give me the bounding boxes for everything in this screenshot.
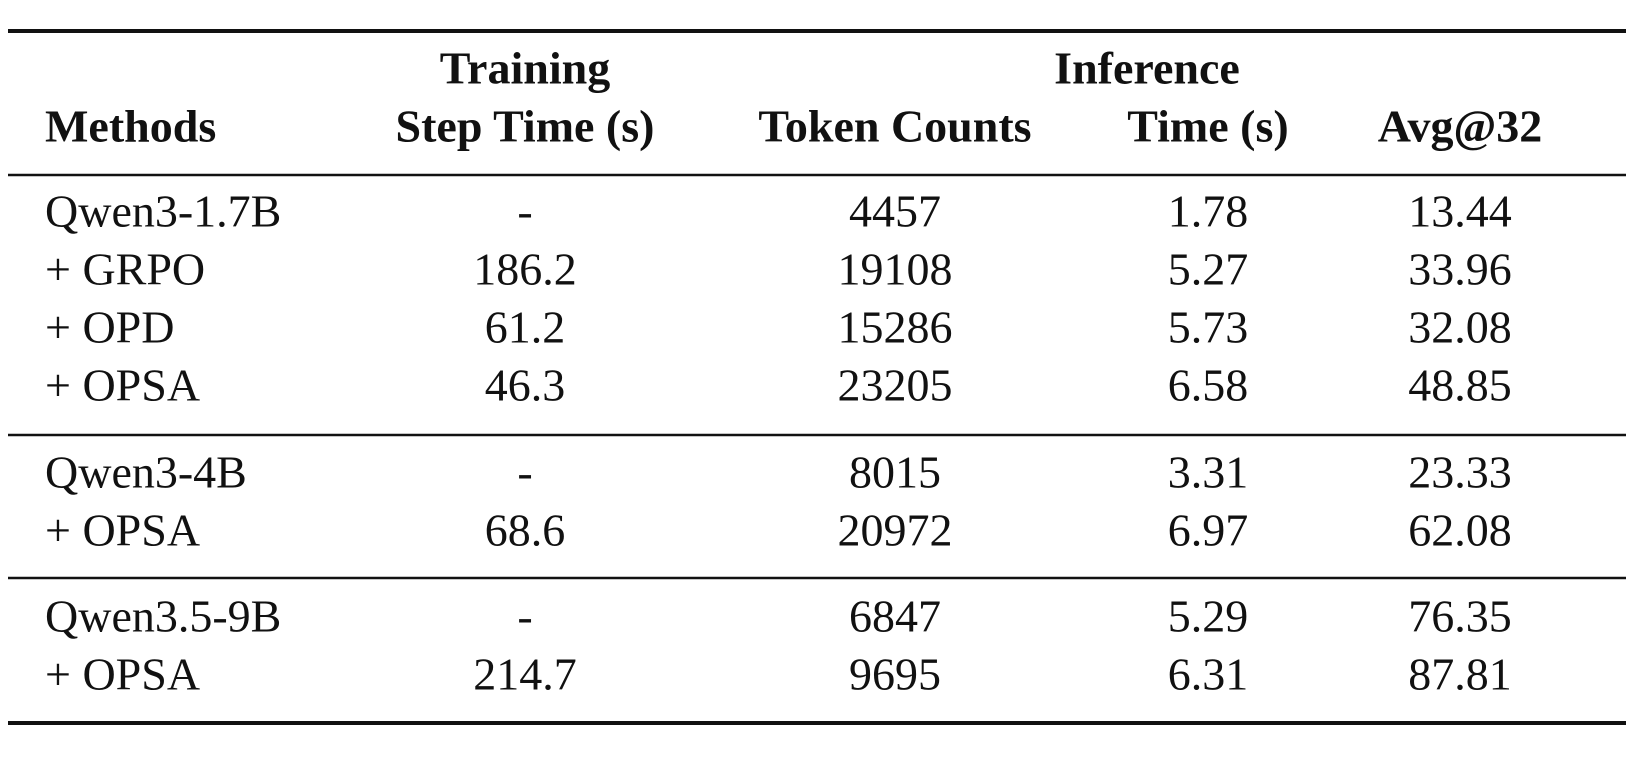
group-header: Training (440, 43, 610, 94)
value-cell: 6.58 (1168, 360, 1249, 411)
value-cell: 13.44 (1408, 186, 1512, 237)
value-cell: 68.6 (485, 505, 566, 556)
value-cell: 186.2 (473, 244, 577, 295)
value-cell: 8015 (849, 447, 941, 498)
value-cell: 33.96 (1408, 244, 1512, 295)
value-cell: 9695 (849, 649, 941, 700)
method-cell: Qwen3.5-9B (45, 591, 281, 642)
value-cell: 46.3 (485, 360, 566, 411)
value-cell: 1.78 (1168, 186, 1249, 237)
method-cell: + OPSA (45, 505, 200, 556)
value-cell: 5.29 (1168, 591, 1249, 642)
value-cell: - (517, 591, 532, 642)
column-header: Token Counts (758, 101, 1031, 152)
value-cell: 76.35 (1408, 591, 1512, 642)
value-cell: 5.73 (1168, 302, 1249, 353)
method-cell: Qwen3-4B (45, 447, 247, 498)
value-cell: 23.33 (1408, 447, 1512, 498)
column-header: Methods (45, 101, 216, 152)
value-cell: 214.7 (473, 649, 577, 700)
method-cell: Qwen3-1.7B (45, 186, 281, 237)
value-cell: 4457 (849, 186, 941, 237)
value-cell: 6.97 (1168, 505, 1249, 556)
value-cell: 3.31 (1168, 447, 1249, 498)
value-cell: 19108 (838, 244, 953, 295)
column-header: Step Time (s) (396, 101, 655, 152)
method-cell: + GRPO (45, 244, 205, 295)
value-cell: 87.81 (1408, 649, 1512, 700)
value-cell: 32.08 (1408, 302, 1512, 353)
value-cell: 6847 (849, 591, 941, 642)
value-cell: 61.2 (485, 302, 566, 353)
value-cell: 5.27 (1168, 244, 1249, 295)
value-cell: 62.08 (1408, 505, 1512, 556)
column-header: Avg@32 (1378, 101, 1543, 152)
value-cell: 15286 (838, 302, 953, 353)
value-cell: 6.31 (1168, 649, 1249, 700)
column-header: Time (s) (1127, 101, 1288, 152)
value-cell: - (517, 447, 532, 498)
group-header: Inference (1054, 43, 1240, 94)
value-cell: 48.85 (1408, 360, 1512, 411)
method-cell: + OPSA (45, 360, 200, 411)
value-cell: 23205 (838, 360, 953, 411)
method-cell: + OPD (45, 302, 174, 353)
value-cell: - (517, 186, 532, 237)
method-cell: + OPSA (45, 649, 200, 700)
value-cell: 20972 (838, 505, 953, 556)
